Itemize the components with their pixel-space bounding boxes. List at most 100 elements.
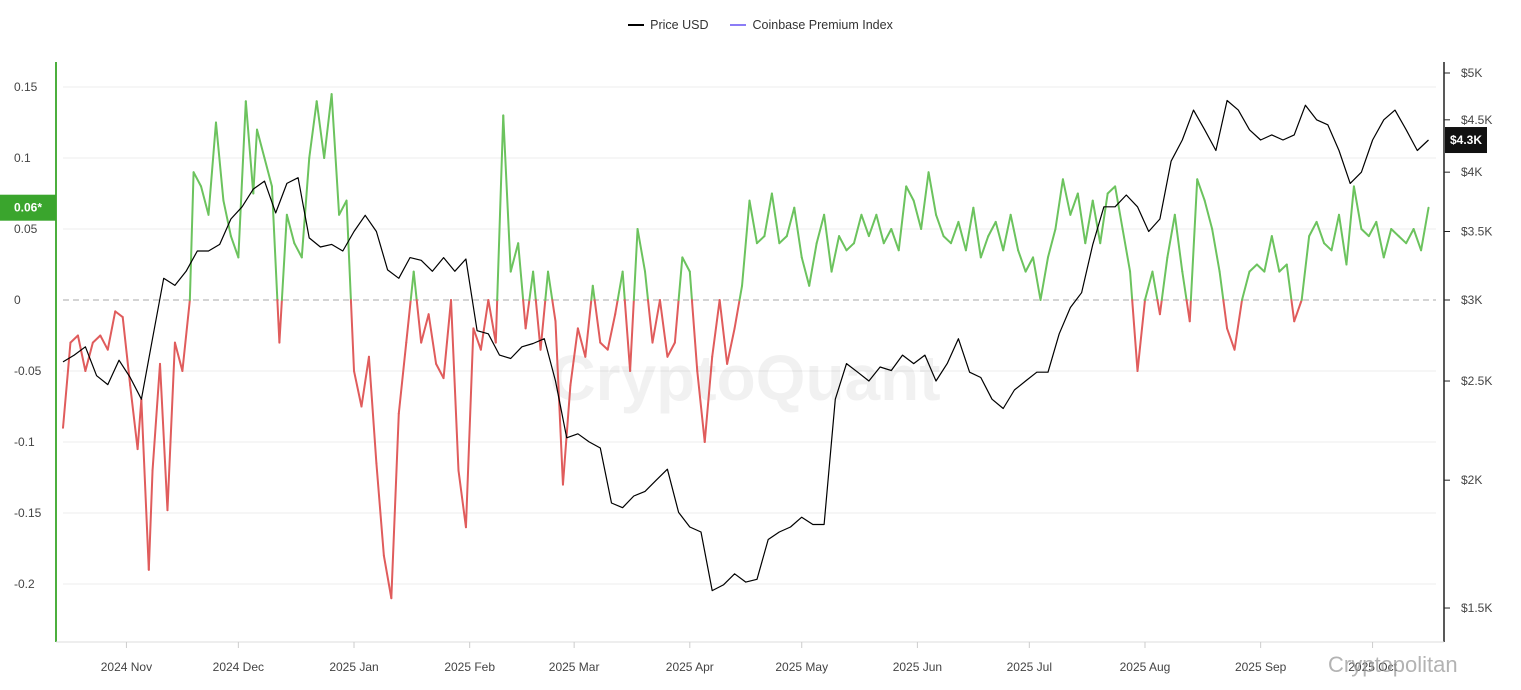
- premium-segment: [280, 213, 288, 301]
- premium-segment: [315, 100, 326, 159]
- premium-segment: [1189, 178, 1199, 301]
- legend-label-price: Price USD: [650, 18, 709, 32]
- premium-segment: [905, 185, 915, 202]
- premium-segment: [464, 327, 475, 529]
- premium-segment: [591, 284, 596, 301]
- premium-segment: [599, 341, 609, 351]
- premium-segment: [569, 327, 579, 387]
- premium-segment: [1084, 199, 1094, 245]
- premium-segment: [1300, 235, 1311, 301]
- premium-badge: 0.06*: [0, 194, 56, 221]
- premium-segment: [987, 220, 997, 238]
- x-tick-label: 2025 Jul: [1007, 660, 1052, 674]
- premium-segment: [1323, 242, 1333, 252]
- premium-segment: [1143, 270, 1154, 301]
- premium-segment: [450, 299, 460, 472]
- premium-segment: [726, 327, 736, 365]
- premium-segment: [1367, 220, 1378, 238]
- premium-segment: [867, 213, 878, 238]
- premium-segment: [778, 235, 788, 245]
- premium-segment: [1069, 192, 1079, 216]
- premium-segment: [593, 299, 602, 344]
- premium-segment: [1308, 220, 1318, 238]
- premium-segment: [621, 270, 626, 301]
- premium-segment: [1420, 206, 1430, 252]
- right-tick-label: $2.5K: [1461, 374, 1492, 388]
- premium-segment: [1009, 213, 1020, 252]
- premium-segment: [1278, 263, 1288, 273]
- premium-segment: [748, 199, 758, 245]
- left-tick-label: 0: [14, 293, 21, 307]
- premium-segment: [222, 199, 232, 238]
- right-axis-ticks: $5K $4.5K $4K $3.5K $3K $2.5K $2K $1.5K: [1444, 66, 1492, 615]
- premium-segment: [1166, 213, 1176, 259]
- premium-segment: [815, 213, 826, 245]
- premium-segment: [502, 114, 512, 273]
- premium-segment: [200, 185, 210, 216]
- premium-segment: [375, 462, 385, 557]
- premium-segment: [1002, 213, 1012, 252]
- premium-segment: [494, 299, 499, 344]
- premium-segment: [718, 299, 729, 365]
- premium-segment: [616, 270, 624, 301]
- premium-segment: [755, 235, 766, 245]
- premium-segment: [427, 313, 438, 365]
- left-tick-label: -0.15: [14, 506, 42, 520]
- right-tick-label: $1.5K: [1461, 601, 1492, 615]
- premium-segment: [994, 220, 1005, 252]
- premium-segment: [457, 469, 467, 529]
- premium-segment: [920, 171, 930, 230]
- premium-segment: [1196, 178, 1206, 202]
- legend: Price USD Coinbase Premium Index: [0, 18, 1521, 32]
- premium-segment: [69, 334, 79, 344]
- premium-segment: [1203, 199, 1214, 230]
- premium-segment: [524, 299, 531, 330]
- premium-segment: [244, 100, 255, 195]
- premium-segment: [1024, 256, 1035, 273]
- x-tick-label: 2025 Oct: [1348, 660, 1397, 674]
- premium-segment: [852, 213, 863, 245]
- premium-segment: [614, 299, 619, 316]
- premium-segment: [785, 206, 796, 238]
- premium-segment: [330, 93, 341, 216]
- premium-segment: [1158, 299, 1163, 316]
- premium-segment: [1382, 228, 1393, 259]
- premium-segment: [733, 299, 741, 330]
- premium-segment: [140, 398, 150, 571]
- premium-segment: [1160, 256, 1169, 301]
- premium-segment: [1405, 228, 1415, 245]
- premium-segment: [517, 242, 525, 301]
- premium-segment: [1315, 220, 1326, 245]
- premium-segment: [1293, 299, 1303, 323]
- premium-segment: [214, 121, 225, 202]
- x-tick-label: 2024 Nov: [101, 660, 152, 674]
- premium-segment: [860, 213, 870, 238]
- premium-segment: [949, 220, 960, 245]
- premium-segment: [285, 213, 296, 245]
- premium-segment: [770, 192, 781, 245]
- premium-segment: [263, 157, 273, 188]
- premium-segment: [192, 171, 203, 188]
- premium-segment: [688, 270, 693, 301]
- premium-segment: [1375, 220, 1385, 259]
- legend-item-price[interactable]: Price USD: [628, 18, 708, 32]
- premium-segment: [942, 235, 952, 245]
- watermark-layer: CryptoQuant: [549, 342, 940, 414]
- premium-segment: [1290, 299, 1296, 323]
- premium-segment: [293, 242, 303, 259]
- premium-segment: [360, 355, 370, 408]
- legend-swatch-premium: [730, 24, 747, 26]
- premium-segment: [890, 228, 900, 252]
- premium-segment: [528, 270, 535, 301]
- premium-segment: [823, 213, 833, 273]
- premium-segment: [114, 310, 124, 319]
- premium-segment: [632, 228, 639, 301]
- legend-label-premium: Coinbase Premium Index: [752, 18, 893, 32]
- premium-segment: [741, 199, 751, 287]
- premium-segment: [1352, 185, 1363, 230]
- left-tick-label: 0.15: [14, 80, 38, 94]
- left-axis-ticks: 0.15 0.1 0.05 0 -0.05 -0.1 -0.15 -0.2: [14, 80, 42, 591]
- legend-item-premium[interactable]: Coinbase Premium Index: [730, 18, 893, 32]
- premium-segment: [1285, 263, 1293, 301]
